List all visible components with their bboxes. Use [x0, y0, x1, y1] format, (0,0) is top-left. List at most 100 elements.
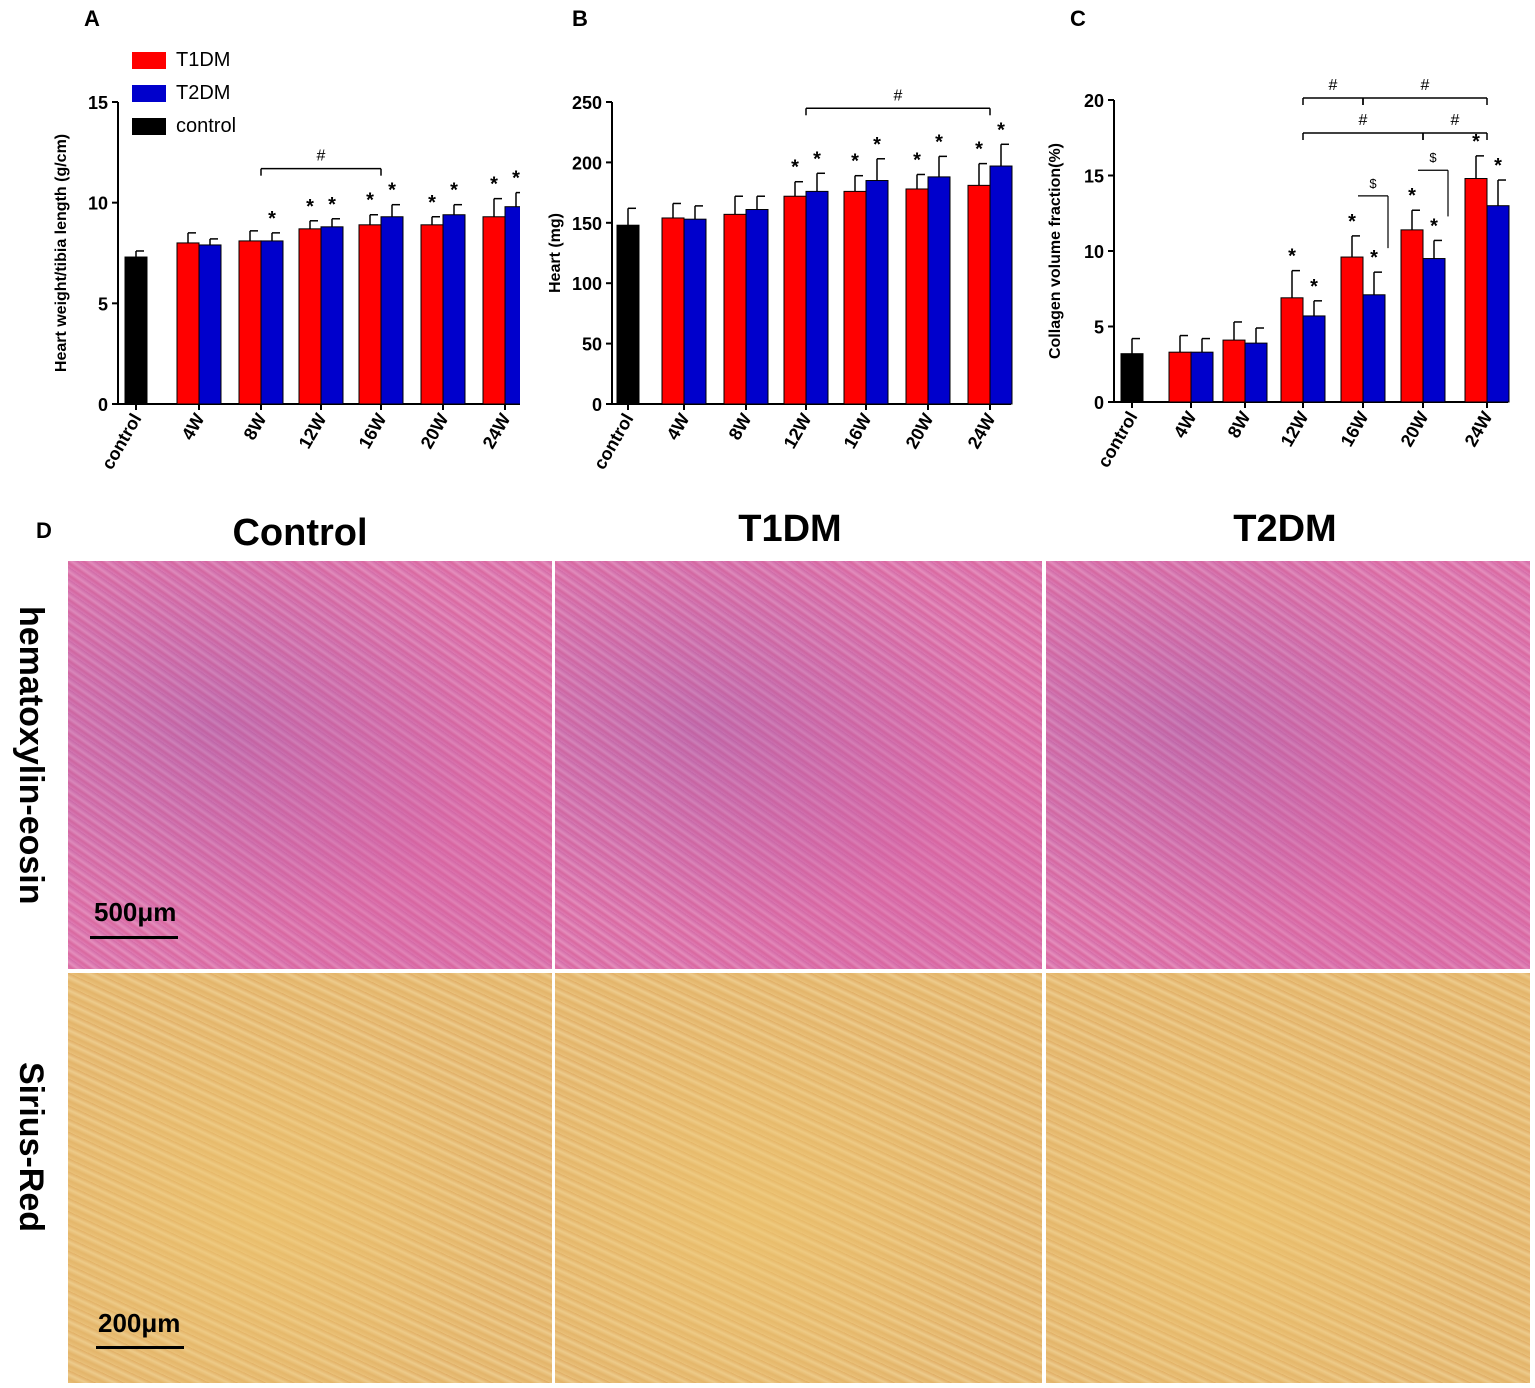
significance-star: * — [1288, 246, 1296, 268]
y-tick-label: 0 — [592, 395, 602, 415]
bar-t2dm — [442, 214, 466, 405]
significance-star: * — [428, 192, 436, 214]
panel-label-a: A — [84, 6, 100, 31]
bar-t2dm — [1302, 315, 1326, 403]
bar-t1dm — [176, 242, 200, 405]
bracket-symbol: # — [1451, 112, 1460, 129]
y-tick-label: 20 — [1084, 91, 1104, 111]
y-tick-label: 50 — [582, 335, 602, 355]
significance-star: * — [997, 119, 1005, 141]
legend-swatch-t1dm — [132, 52, 166, 69]
micrograph-sirius-t2dm — [1046, 973, 1530, 1383]
bar-t1dm — [723, 213, 747, 405]
chart-collagen-fraction: 0 5 10 15 20 Collagen volume fraction(%) contr… — [1047, 77, 1510, 471]
dollar-symbol: $ — [1369, 176, 1377, 191]
legend-swatch-t2dm — [132, 85, 166, 102]
scalebar-sirius — [96, 1346, 184, 1349]
y-tick-label: 200 — [572, 153, 602, 173]
x-tick-label: 8W — [240, 410, 271, 443]
legend-swatch-control — [132, 118, 166, 135]
micrograph-he-t1dm — [555, 561, 1042, 969]
bar-t1dm — [1400, 229, 1424, 403]
significance-star: * — [512, 168, 520, 190]
significance-star: * — [791, 157, 799, 179]
significance-star: * — [813, 148, 821, 170]
x-tick-label: 12W — [1277, 408, 1313, 450]
x-tick-label: 20W — [417, 410, 453, 452]
micrograph-he-control — [68, 561, 552, 969]
bar-t2dm — [865, 180, 889, 405]
bar-t1dm — [482, 216, 506, 405]
significance-star: * — [1430, 215, 1438, 237]
column-header-control: Control — [232, 512, 368, 554]
y-tick-label: 150 — [572, 214, 602, 234]
x-tick-label: 8W — [1224, 408, 1255, 441]
scalebar-he — [90, 936, 178, 939]
bar-t2dm — [683, 218, 707, 405]
significance-star: * — [1370, 247, 1378, 269]
bracket-symbol: # — [1359, 112, 1368, 129]
x-tick-label: 4W — [1170, 408, 1201, 441]
y-tick-label: 15 — [88, 93, 108, 113]
bar-control — [1120, 353, 1144, 403]
significance-star: * — [1408, 185, 1416, 207]
significance-star: * — [306, 196, 314, 218]
micrograph-sirius-control — [68, 973, 552, 1383]
bracket-symbol: # — [894, 87, 903, 104]
x-tick-label: 8W — [725, 410, 756, 443]
significance-star: * — [1310, 276, 1318, 298]
bar-t2dm — [260, 240, 284, 405]
x-tick-label: 4W — [178, 410, 209, 443]
bar-t1dm — [967, 184, 991, 405]
significance-star: * — [913, 149, 921, 171]
bar-t2dm — [320, 226, 344, 405]
y-axis-label: Heart (mg) — [547, 213, 564, 293]
bar-t1dm — [843, 190, 867, 405]
row-header-he: hematoxylin-eosin — [12, 606, 50, 905]
scalebar-label-sirius: 200μm — [98, 1308, 181, 1338]
bracket-symbol: # — [317, 148, 326, 165]
panel-label-c: C — [1070, 6, 1086, 31]
x-tick-label: 24W — [964, 410, 1000, 452]
bar-t2dm — [989, 165, 1013, 405]
panel-label-b: B — [572, 6, 588, 31]
x-tick-label: 16W — [1337, 408, 1373, 450]
bar-t2dm — [198, 244, 222, 405]
y-tick-label: 10 — [1084, 242, 1104, 262]
legend: T1DM T2DM control — [132, 44, 236, 143]
bar-t1dm — [238, 240, 262, 405]
significance-star: * — [1472, 131, 1480, 153]
x-tick-label: 12W — [295, 410, 331, 452]
significance-star: * — [1348, 211, 1356, 233]
bar-t1dm — [1222, 339, 1246, 403]
x-tick-label: control — [590, 410, 638, 473]
bar-t1dm — [1280, 297, 1304, 403]
panel-label-d: D — [36, 518, 52, 543]
bar-t1dm — [298, 228, 322, 405]
column-header-t2dm: T2DM — [1233, 508, 1337, 550]
significance-star: * — [450, 180, 458, 202]
x-tick-label: 20W — [902, 410, 938, 452]
significance-star: * — [366, 190, 374, 212]
significance-star: * — [975, 139, 983, 161]
y-tick-label: 100 — [572, 274, 602, 294]
legend-item-t2dm: T2DM — [132, 77, 236, 110]
bar-t2dm — [805, 190, 829, 405]
y-tick-label: 250 — [572, 93, 602, 113]
significance-star: * — [388, 180, 396, 202]
y-tick-label: 10 — [88, 194, 108, 214]
x-tick-label: 24W — [479, 410, 515, 452]
y-tick-label: 5 — [98, 294, 108, 314]
x-tick-label: control — [98, 410, 146, 473]
x-tick-label: 12W — [780, 410, 816, 452]
legend-item-control: control — [132, 110, 236, 143]
x-tick-label: 20W — [1397, 408, 1433, 450]
bar-t2dm — [1422, 258, 1446, 403]
bar-t1dm — [1168, 351, 1192, 403]
bar-t1dm — [1464, 178, 1488, 403]
significance-star: * — [268, 208, 276, 230]
x-tick-label: 16W — [840, 410, 876, 452]
dollar-symbol: $ — [1429, 150, 1437, 165]
bar-t2dm — [1362, 294, 1386, 403]
bar-t2dm — [504, 206, 520, 405]
